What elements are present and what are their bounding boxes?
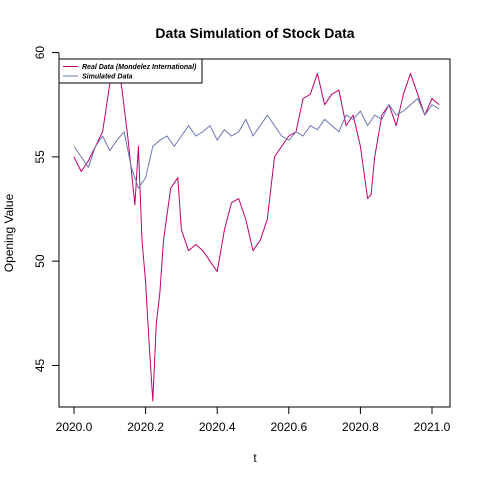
series-layer (73, 62, 440, 402)
y-tick-label: 45 (33, 358, 47, 372)
x-tick-label: 2020.8 (342, 420, 379, 434)
y-axis-label: Opening Value (2, 193, 16, 272)
x-tick-label: 2021.0 (414, 420, 451, 434)
x-axis-label: t (253, 451, 257, 465)
chart-title: Data Simulation of Stock Data (155, 25, 354, 41)
legend-box (58, 58, 203, 84)
series-line-0 (73, 62, 440, 402)
legend-label-simulated: Simulated Data (82, 74, 133, 81)
y-axis: 45 50 55 60 (33, 46, 60, 372)
y-tick-label: 55 (33, 150, 47, 164)
x-tick-label: 2020.2 (127, 420, 164, 434)
y-tick-label: 60 (33, 46, 47, 60)
x-tick-label: 2020.6 (270, 420, 307, 434)
x-tick-label: 2020.0 (56, 420, 93, 434)
y-tick-label: 50 (33, 254, 47, 268)
legend-label-real: Real Data (Mondelez International) (82, 64, 197, 71)
legend: Real Data (Mondelez International) Simul… (58, 58, 203, 84)
series-line-1 (73, 98, 440, 189)
x-tick-label: 2020.4 (199, 420, 236, 434)
x-axis: 2020.0 2020.2 2020.4 2020.6 2020.8 2021.0 (56, 406, 451, 434)
